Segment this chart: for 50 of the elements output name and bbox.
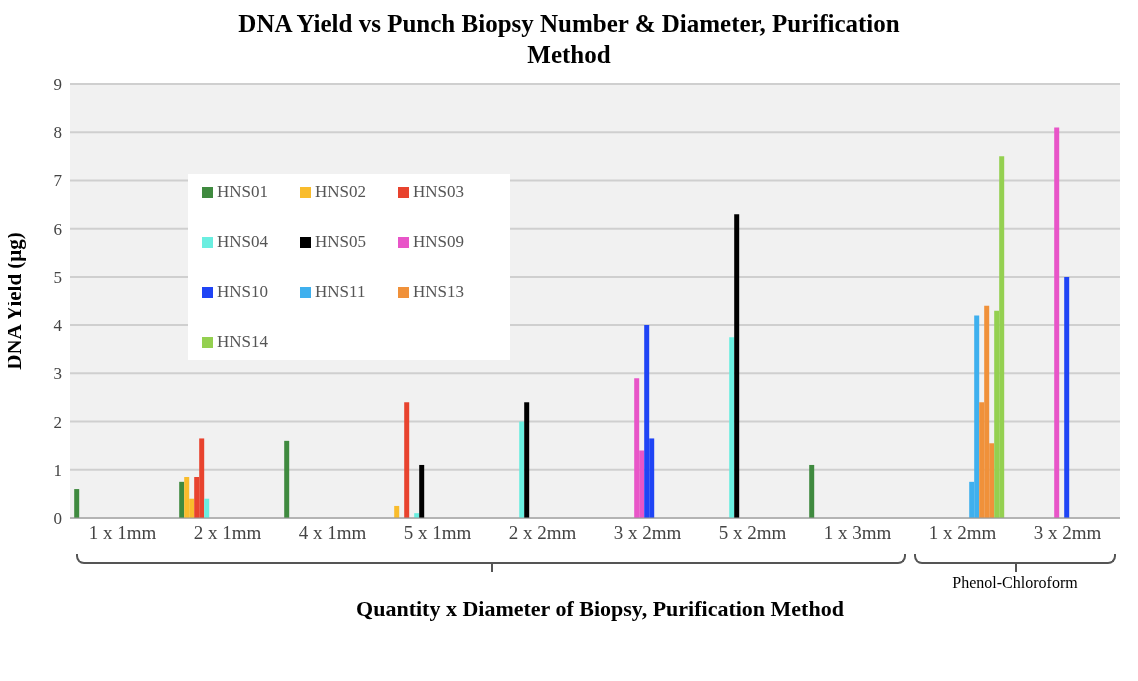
legend-label: HNS11 xyxy=(315,282,366,302)
bar xyxy=(729,337,735,518)
text: Phenol-Chloroform xyxy=(951,574,1079,592)
legend-label: HNS05 xyxy=(315,232,367,252)
legend-label: HNS13 xyxy=(413,282,465,302)
bar xyxy=(179,481,185,518)
y-tick-label: 7 xyxy=(53,171,63,191)
bar xyxy=(1064,276,1070,518)
y-tick-label: 4 xyxy=(53,316,63,336)
y-tick-label: 1 xyxy=(53,460,62,480)
bar xyxy=(284,440,290,518)
y-tick-label: 2 xyxy=(53,412,62,432)
y-tick-label: 9 xyxy=(53,75,62,95)
x-tick-label: 1 x 1mm xyxy=(88,522,157,544)
bar xyxy=(734,214,740,518)
bar xyxy=(184,477,190,518)
legend-label: HNS02 xyxy=(315,182,367,202)
bar xyxy=(524,402,530,518)
legend-label: HNS09 xyxy=(413,232,465,252)
bar xyxy=(404,402,410,518)
bar xyxy=(419,464,425,518)
x-tick-label: 1 x 2mm xyxy=(928,522,997,544)
bar xyxy=(394,505,400,518)
x-tick-label: 2 x 2mm xyxy=(508,522,577,544)
bar xyxy=(1054,127,1060,518)
legend-label: HNS04 xyxy=(217,232,269,252)
y-tick-label: 6 xyxy=(53,219,62,239)
x-tick-label: 1 x 3mm xyxy=(823,522,892,544)
x-tick-label: 4 x 1mm xyxy=(298,522,367,544)
bar xyxy=(644,325,650,518)
y-tick-label: 5 xyxy=(53,267,62,287)
y-tick-label: 8 xyxy=(53,123,62,143)
legend-label: HNS10 xyxy=(217,282,269,302)
bar xyxy=(204,498,210,518)
legend-label: HNS03 xyxy=(413,182,465,202)
x-tick-label: 5 x 2mm xyxy=(718,522,787,544)
legend-label: HNS14 xyxy=(217,332,269,352)
bar xyxy=(634,378,640,518)
x-tick-label: 5 x 1mm xyxy=(403,522,472,544)
bar xyxy=(74,489,80,518)
y-tick-label: 0 xyxy=(53,509,62,529)
x-tick-label: 2 x 1mm xyxy=(193,522,262,544)
x-axis-title: Quantity x Diameter of Biopsy, Purification Method xyxy=(355,596,845,622)
legend-label: HNS01 xyxy=(217,182,269,202)
x-tick-label: 3 x 2mm xyxy=(613,522,682,544)
bar xyxy=(809,464,815,518)
y-tick-label: 3 xyxy=(53,364,62,384)
bar xyxy=(519,421,525,518)
x-tick-label: 3 x 2mm xyxy=(1033,522,1102,544)
chart-title: DNA Yield vs Punch Biopsy Number & Diameter, Purification Method xyxy=(237,9,901,70)
